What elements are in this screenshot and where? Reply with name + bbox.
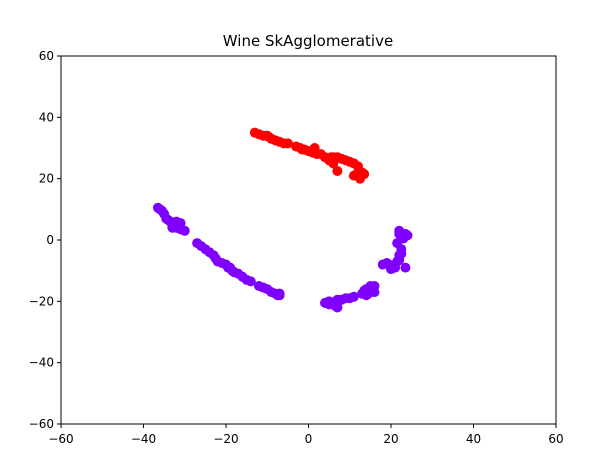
series-1 [152,202,413,313]
x-tick-label: −60 [48,432,73,446]
x-tick-label: −20 [213,432,238,446]
data-point [332,302,343,313]
y-tick-label: −20 [29,294,54,308]
data-point [348,291,359,302]
data-point [274,290,285,301]
series-0 [249,127,370,184]
data-point [179,225,190,236]
x-tick-label: 60 [548,432,563,446]
data-point [400,262,411,273]
data-point [282,138,293,149]
x-tick-label: 20 [383,432,398,446]
points-layer [152,127,413,313]
x-tick-label: 40 [466,432,481,446]
data-point [359,169,370,180]
data-point [402,230,413,241]
y-tick-label: −60 [29,417,54,431]
x-tick-label: 0 [305,432,313,446]
x-tick-label: −40 [131,432,156,446]
y-tick-label: −40 [29,356,54,370]
y-tick-label: 60 [39,49,54,63]
data-point [245,276,256,287]
chart-title: Wine SkAgglomerative [223,32,393,50]
x-axis: −60 −40 −20 0 20 40 60 [48,424,564,446]
data-point [332,166,343,176]
y-tick-label: 40 [39,110,54,124]
y-tick-label: 20 [39,172,54,186]
data-point [369,281,380,291]
y-tick-label: 0 [46,233,54,247]
y-axis: −60 −40 −20 0 20 40 60 [29,49,61,431]
